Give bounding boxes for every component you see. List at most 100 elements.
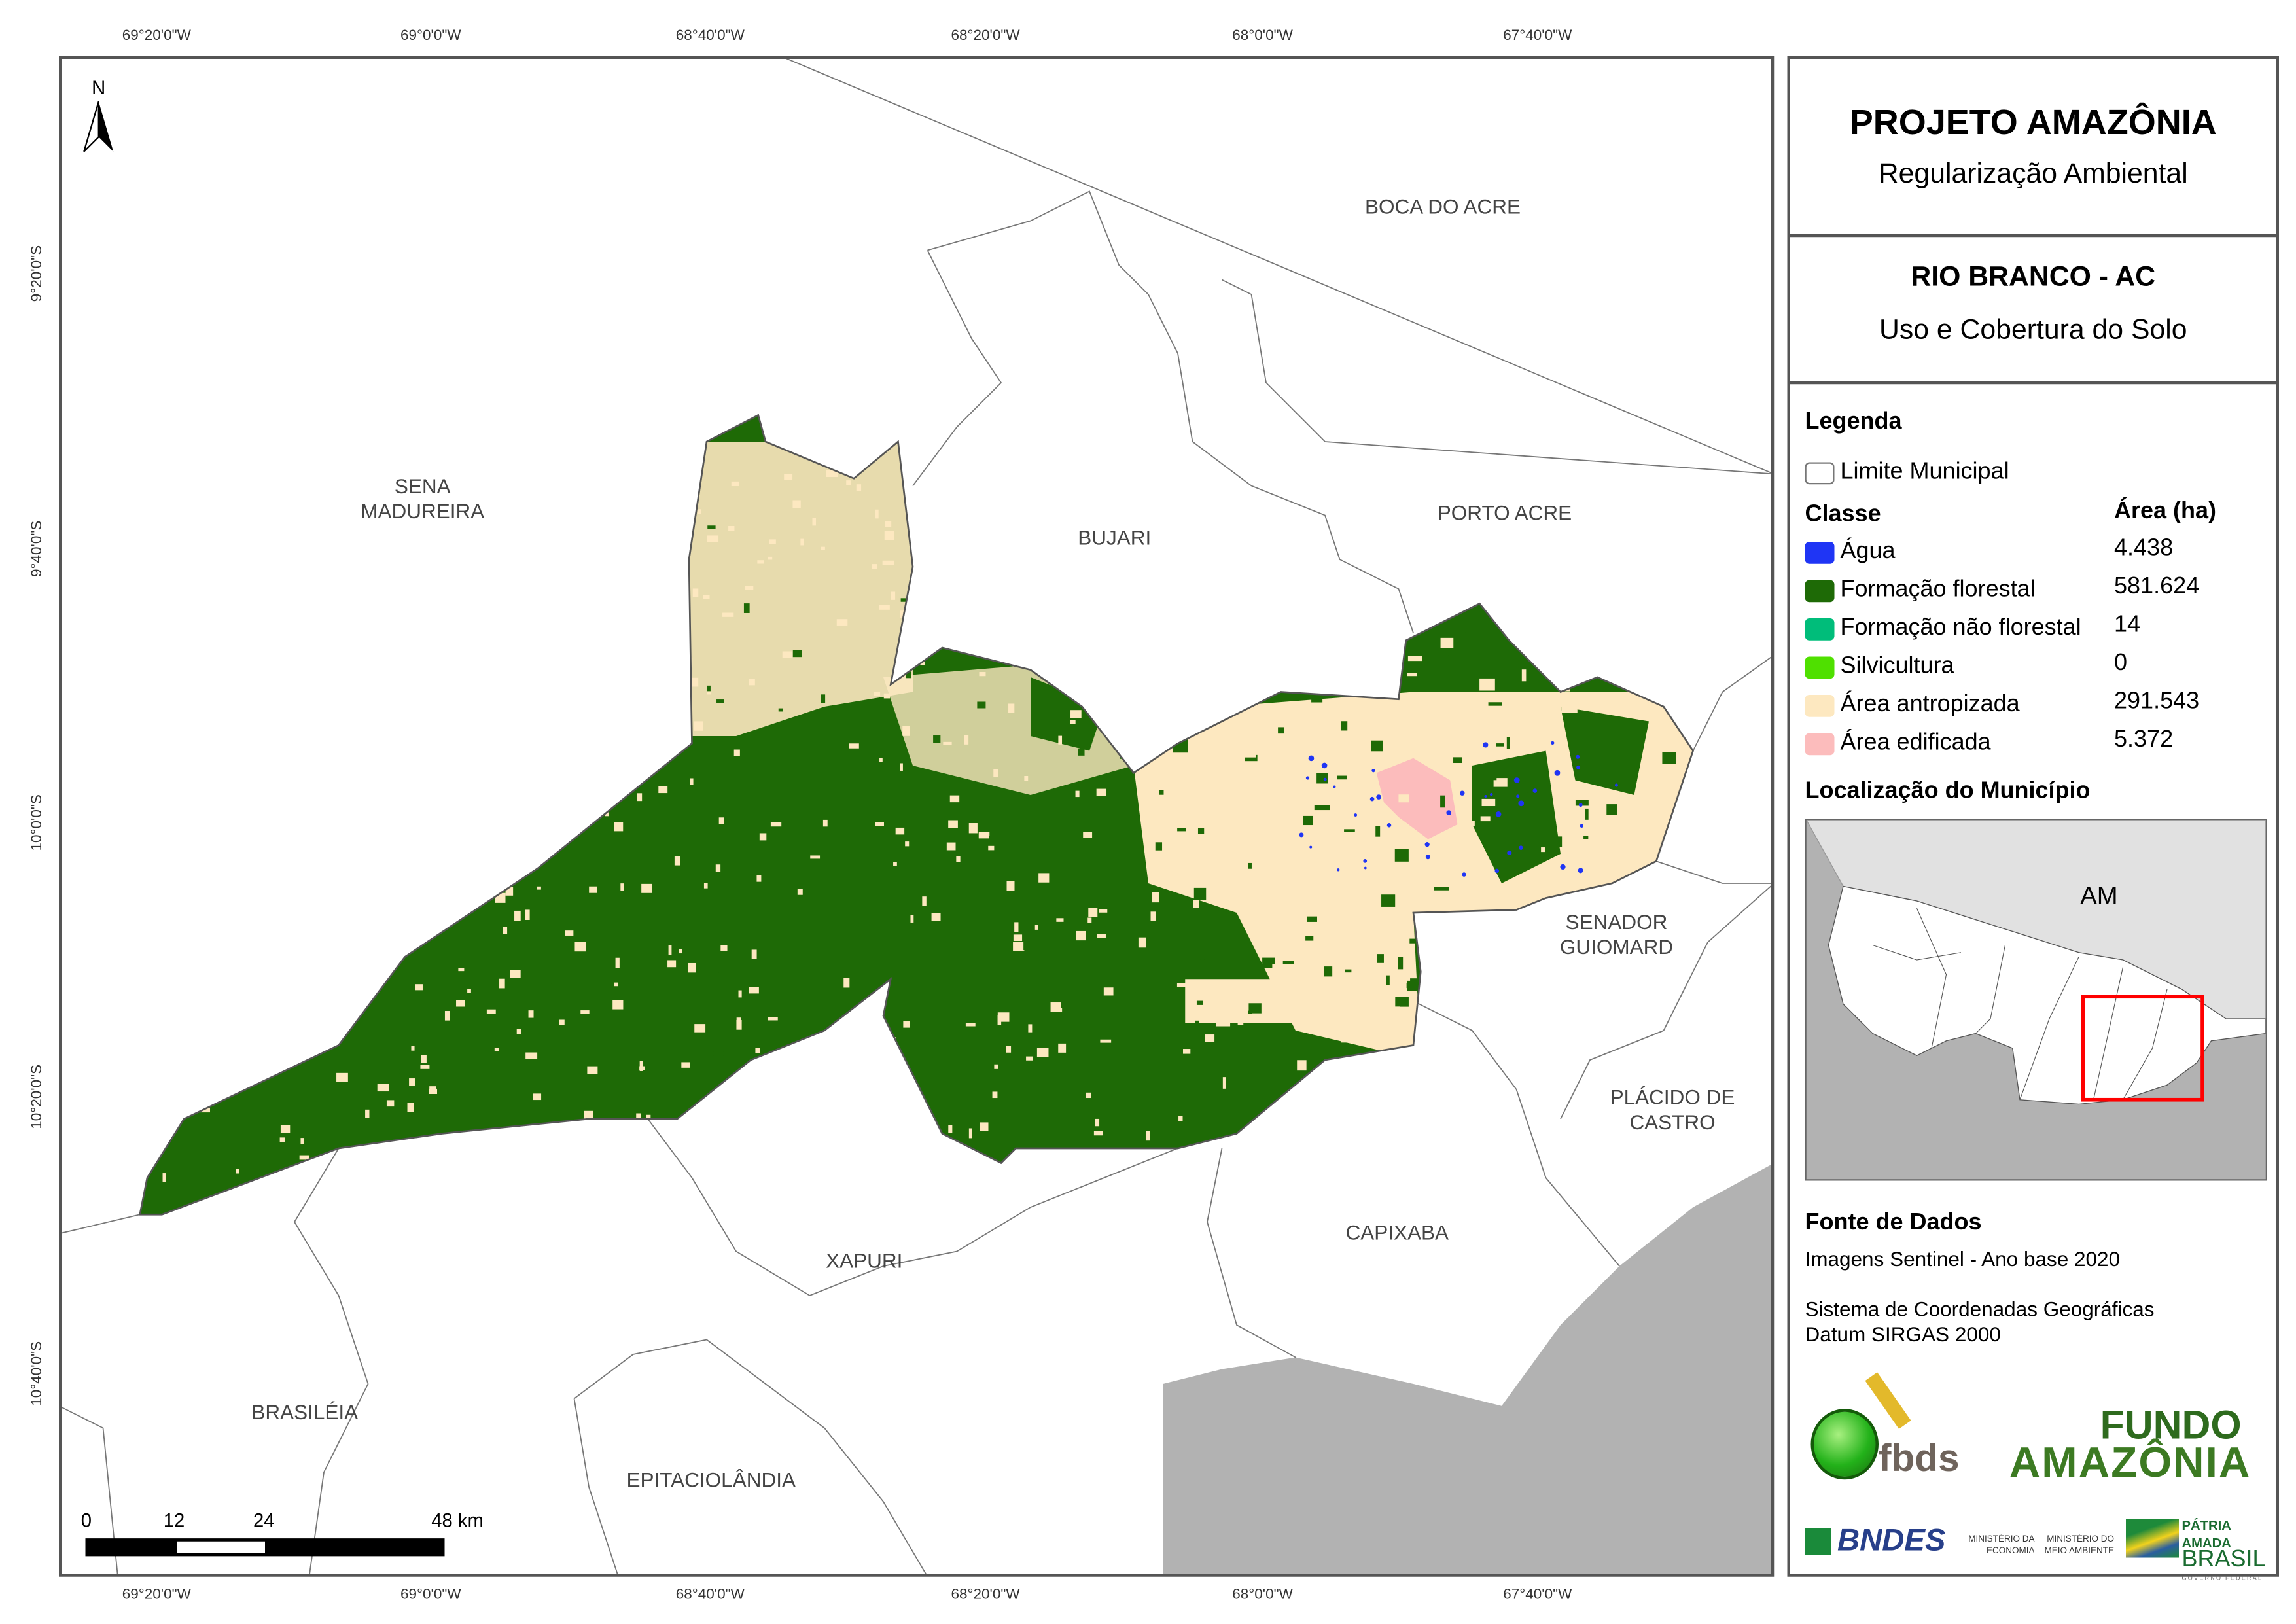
land-cover-patch [198, 961, 202, 967]
land-cover-patch [1521, 669, 1527, 682]
land-cover-patch [194, 559, 205, 563]
land-cover-patch [205, 994, 212, 998]
land-cover-patch [1026, 1056, 1033, 1061]
land-cover-patch [353, 675, 362, 684]
land-cover-patch [639, 1061, 643, 1071]
land-cover-patch [1451, 474, 1455, 481]
land-cover-patch [1394, 1006, 1400, 1012]
north-label: N [92, 77, 106, 99]
municipal-boundaries [62, 59, 1771, 1574]
land-cover-patch [366, 1084, 371, 1093]
land-cover-patch [431, 909, 436, 913]
land-cover-patch [1707, 1011, 1721, 1015]
land-cover-patch [669, 635, 676, 644]
water-patch [1446, 810, 1452, 815]
land-cover-patch [832, 1144, 838, 1150]
land-cover-patch [1135, 684, 1140, 688]
land-cover-patch [150, 1036, 160, 1043]
land-cover-patch [1674, 889, 1680, 894]
land-cover-patch [1685, 420, 1690, 432]
land-cover-patch [1657, 816, 1668, 828]
land-cover-patch [1220, 951, 1237, 956]
land-cover-patch [1076, 930, 1086, 941]
land-cover-patch [205, 999, 213, 1004]
land-cover-patch [1560, 1025, 1564, 1033]
land-cover-patch [770, 822, 782, 827]
land-cover-patch [1563, 822, 1578, 829]
land-cover-patch [247, 857, 253, 862]
land-cover-patch [533, 781, 545, 785]
land-cover-patch [186, 824, 195, 828]
land-cover-patch [274, 764, 279, 768]
land-cover-patch [192, 439, 203, 446]
land-cover-patch [414, 1159, 423, 1165]
land-cover-patch [1407, 656, 1422, 662]
land-cover-patch [345, 641, 352, 646]
land-cover-patch [462, 600, 469, 606]
land-cover-patch [1216, 1021, 1231, 1027]
land-cover-patch [1009, 846, 1014, 853]
map-frame[interactable]: BOCA DO ACRE SENA MADUREIRA BUJARI PORTO… [59, 56, 1775, 1577]
land-cover-patch [1146, 1131, 1150, 1141]
land-cover-patch [1453, 605, 1460, 611]
land-cover-patch [949, 795, 960, 803]
land-cover-patch [977, 701, 986, 709]
land-cover-patch [826, 470, 838, 478]
land-cover-patch [879, 758, 883, 762]
land-cover-patch [1440, 637, 1454, 648]
land-cover-patch [980, 1122, 989, 1131]
land-cover-patch [944, 574, 955, 580]
land-cover-patch [297, 722, 303, 728]
land-cover-patch [210, 927, 219, 938]
land-cover-patch [1176, 983, 1190, 987]
land-cover-patch [268, 540, 274, 550]
land-cover-patch [1492, 940, 1502, 954]
land-cover-patch [658, 786, 668, 794]
land-cover-patch [926, 1144, 930, 1150]
land-cover-patch [1472, 1093, 1486, 1104]
datum-line: Datum SIRGAS 2000 [1805, 1322, 2001, 1346]
land-cover-patch [1530, 993, 1536, 1004]
land-cover-patch [619, 597, 627, 605]
land-cover-patch [631, 422, 637, 430]
land-cover-patch [1604, 996, 1612, 1005]
land-cover-patch [742, 1088, 754, 1092]
land-cover-patch [148, 470, 158, 478]
land-cover-patch [1276, 756, 1285, 767]
land-cover-patch [139, 654, 141, 663]
land-cover-patch [514, 910, 521, 921]
land-cover-patch [934, 1176, 940, 1185]
land-cover-patch [1541, 847, 1545, 853]
land-cover-patch [1299, 567, 1309, 573]
land-cover-patch [879, 1068, 887, 1074]
land-cover-patch [1602, 1014, 1608, 1020]
land-cover-patch [922, 896, 927, 906]
land-cover-patch [448, 816, 454, 820]
land-cover-patch [1168, 501, 1176, 505]
land-cover-patch [166, 823, 176, 833]
land-cover-patch [1093, 671, 1098, 675]
land-cover-patch [1184, 571, 1201, 578]
class-swatch [1805, 617, 1835, 640]
class-swatch [1805, 694, 1835, 716]
land-cover-patch [567, 440, 577, 450]
land-cover-patch [1314, 805, 1330, 811]
land-cover-patch [152, 703, 158, 709]
land-cover-patch [1290, 1156, 1300, 1161]
land-cover-patch [628, 457, 638, 461]
land-cover-patch [1618, 480, 1626, 485]
land-cover-patch [297, 424, 302, 433]
land-cover-patch [969, 508, 980, 516]
land-cover-patch [274, 448, 281, 457]
land-cover-patch [495, 417, 504, 423]
land-cover-patch [488, 982, 497, 993]
land-cover-patch [860, 1042, 870, 1046]
land-cover-patch [1220, 501, 1233, 510]
land-cover-patch [1161, 600, 1171, 609]
land-cover-patch [336, 1072, 348, 1082]
land-cover-patch [883, 693, 891, 699]
land-cover-patch [677, 1121, 681, 1125]
water-patch [1363, 859, 1368, 863]
land-cover-patch [663, 1165, 676, 1174]
land-cover-patch [370, 875, 379, 879]
